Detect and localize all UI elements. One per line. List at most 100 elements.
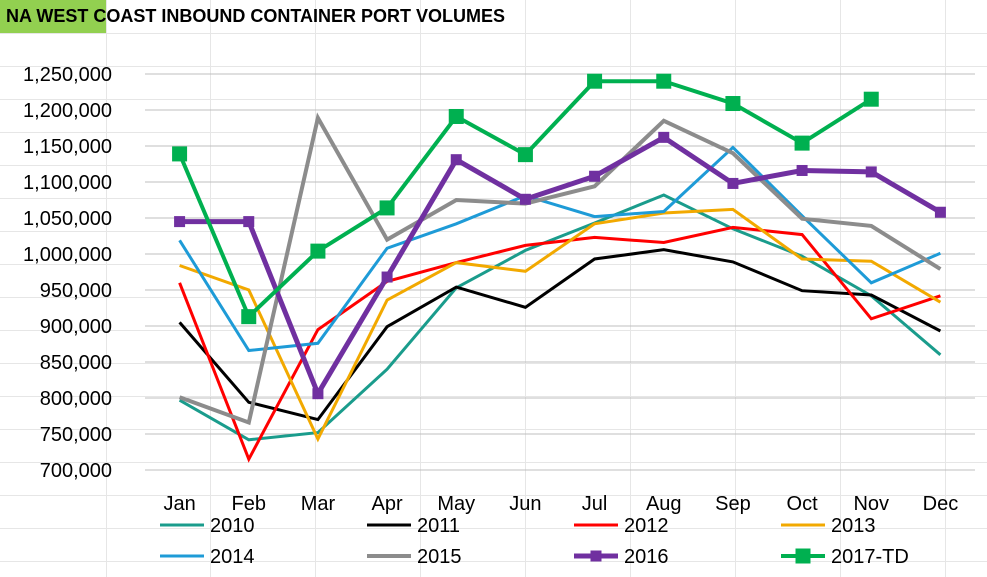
cell-gridline-h xyxy=(0,231,987,232)
data-point-marker xyxy=(448,108,464,124)
series-line xyxy=(179,134,942,400)
cell-gridline-v xyxy=(315,0,316,577)
y-tick-label: 1,100,000 xyxy=(23,172,112,194)
series-line xyxy=(178,193,942,442)
cell-gridline-h xyxy=(0,561,987,562)
cell-gridline-h xyxy=(0,264,987,265)
data-point-marker xyxy=(379,200,395,216)
x-tick-label: Dec xyxy=(923,493,959,515)
legend-label: 2015 xyxy=(417,546,462,568)
cell-gridline-h xyxy=(0,99,987,100)
legend-label: 2016 xyxy=(624,546,669,568)
series-2012 xyxy=(178,225,941,463)
cell-gridline-v xyxy=(630,0,631,577)
y-tick-label: 800,000 xyxy=(40,388,112,410)
cell-gridline-v xyxy=(840,0,841,577)
cell-gridline-h xyxy=(0,165,987,166)
legend-item-2014[interactable]: 2014 xyxy=(160,546,255,568)
data-point-marker xyxy=(727,177,739,189)
legend-label: 2012 xyxy=(624,515,669,537)
legend-swatch-marker xyxy=(795,548,811,564)
x-tick-label: Jan xyxy=(163,493,195,515)
series-2010 xyxy=(178,193,942,442)
legend-swatch-marker xyxy=(590,550,602,562)
data-point-marker xyxy=(865,166,877,178)
legend-item-2015[interactable]: 2015 xyxy=(367,546,462,568)
x-axis-tick-labels: Jan Feb Mar Apr May Jun Jul Aug Sep Oct Nov Dec xyxy=(163,493,958,515)
cell-gridline-h xyxy=(0,462,987,463)
data-point-marker xyxy=(934,206,946,218)
series-2015 xyxy=(178,112,942,426)
data-point-marker xyxy=(241,309,257,325)
chart-title: NA WEST COAST INBOUND CONTAINER PORT VOL… xyxy=(6,6,505,26)
cell-gridline-h xyxy=(0,198,987,199)
y-tick-label: 750,000 xyxy=(40,424,112,446)
cell-gridline-v xyxy=(945,0,946,577)
legend-item-2013[interactable]: 2013 xyxy=(781,515,876,537)
y-tick-label: 850,000 xyxy=(40,352,112,374)
y-tick-label: 1,250,000 xyxy=(23,64,112,86)
data-point-marker xyxy=(658,131,670,143)
series-layer xyxy=(172,73,946,463)
series-2013 xyxy=(179,207,942,443)
x-tick-label: Mar xyxy=(301,493,336,515)
y-tick-label: 700,000 xyxy=(40,460,112,482)
cell-gridline-h xyxy=(0,66,987,67)
data-point-marker xyxy=(725,96,741,112)
data-point-marker xyxy=(517,147,533,163)
data-point-marker xyxy=(794,135,810,151)
legend: 2010 2011 2012 2013 2014 2015 2016 2017-TD xyxy=(160,515,909,568)
cell-gridline-v xyxy=(525,0,526,577)
legend-label: 2013 xyxy=(831,515,876,537)
cell-gridline-h xyxy=(0,495,987,496)
title-cell-highlight[interactable] xyxy=(0,0,106,33)
data-point-marker xyxy=(381,271,393,283)
legend-label: 2014 xyxy=(210,546,255,568)
series-2016 xyxy=(174,131,946,400)
data-point-marker xyxy=(243,216,255,228)
x-tick-label: Jun xyxy=(509,493,541,515)
legend-item-2012[interactable]: 2012 xyxy=(574,515,669,537)
x-tick-label: Nov xyxy=(853,493,889,515)
y-tick-label: 1,200,000 xyxy=(23,100,112,122)
cell-gridline-h xyxy=(0,330,987,331)
y-tick-label: 900,000 xyxy=(40,316,112,338)
cell-gridline-h xyxy=(0,429,987,430)
legend-label: 2011 xyxy=(417,515,460,537)
data-point-marker xyxy=(656,73,672,89)
cell-gridline-h xyxy=(0,528,987,529)
cell-gridline-v xyxy=(735,0,736,577)
cell-gridline-v xyxy=(106,0,107,577)
legend-item-2010[interactable]: 2010 xyxy=(160,515,255,537)
legend-item-2011[interactable]: 2011 xyxy=(367,515,460,537)
cell-gridline-h xyxy=(0,396,987,397)
data-point-marker xyxy=(172,146,188,162)
data-point-marker xyxy=(310,243,326,259)
data-point-marker xyxy=(312,388,324,400)
cell-gridline-v xyxy=(420,0,421,577)
x-tick-label: Feb xyxy=(232,493,266,515)
x-tick-label: May xyxy=(437,493,475,515)
data-point-marker xyxy=(863,91,879,107)
legend-item-2017-TD[interactable]: 2017-TD xyxy=(781,546,909,568)
cell-gridline-h xyxy=(0,33,987,34)
series-line xyxy=(178,145,941,353)
cell-gridline-h xyxy=(0,132,987,133)
series-line xyxy=(178,112,942,426)
series-line xyxy=(179,207,942,443)
x-tick-label: Jul xyxy=(582,493,608,515)
legend-label: 2017-TD xyxy=(831,546,909,568)
x-tick-label: Sep xyxy=(715,493,751,515)
x-tick-label: Apr xyxy=(372,493,403,515)
y-tick-label: 1,050,000 xyxy=(23,208,112,230)
x-tick-label: Aug xyxy=(646,493,682,515)
data-point-marker xyxy=(519,193,531,205)
y-axis-tick-labels: 700,000 750,000 800,000 850,000 900,000 950,0… xyxy=(23,64,112,482)
x-tick-label: Oct xyxy=(787,493,819,515)
data-point-marker xyxy=(796,164,808,176)
legend-item-2016[interactable]: 2016 xyxy=(574,546,669,568)
data-point-marker xyxy=(589,170,601,182)
cell-gridline-h xyxy=(0,363,987,364)
